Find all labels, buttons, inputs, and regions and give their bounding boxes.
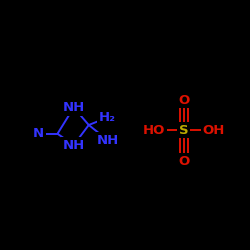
Text: N: N xyxy=(33,127,44,140)
Text: OH: OH xyxy=(202,124,225,136)
Text: NH: NH xyxy=(96,134,119,146)
Text: S: S xyxy=(179,124,188,136)
Text: H₂: H₂ xyxy=(99,111,116,124)
Text: O: O xyxy=(178,94,190,106)
Text: HO: HO xyxy=(142,124,165,136)
Text: NH: NH xyxy=(62,101,85,114)
Text: O: O xyxy=(178,155,190,168)
Text: NH: NH xyxy=(62,138,85,151)
